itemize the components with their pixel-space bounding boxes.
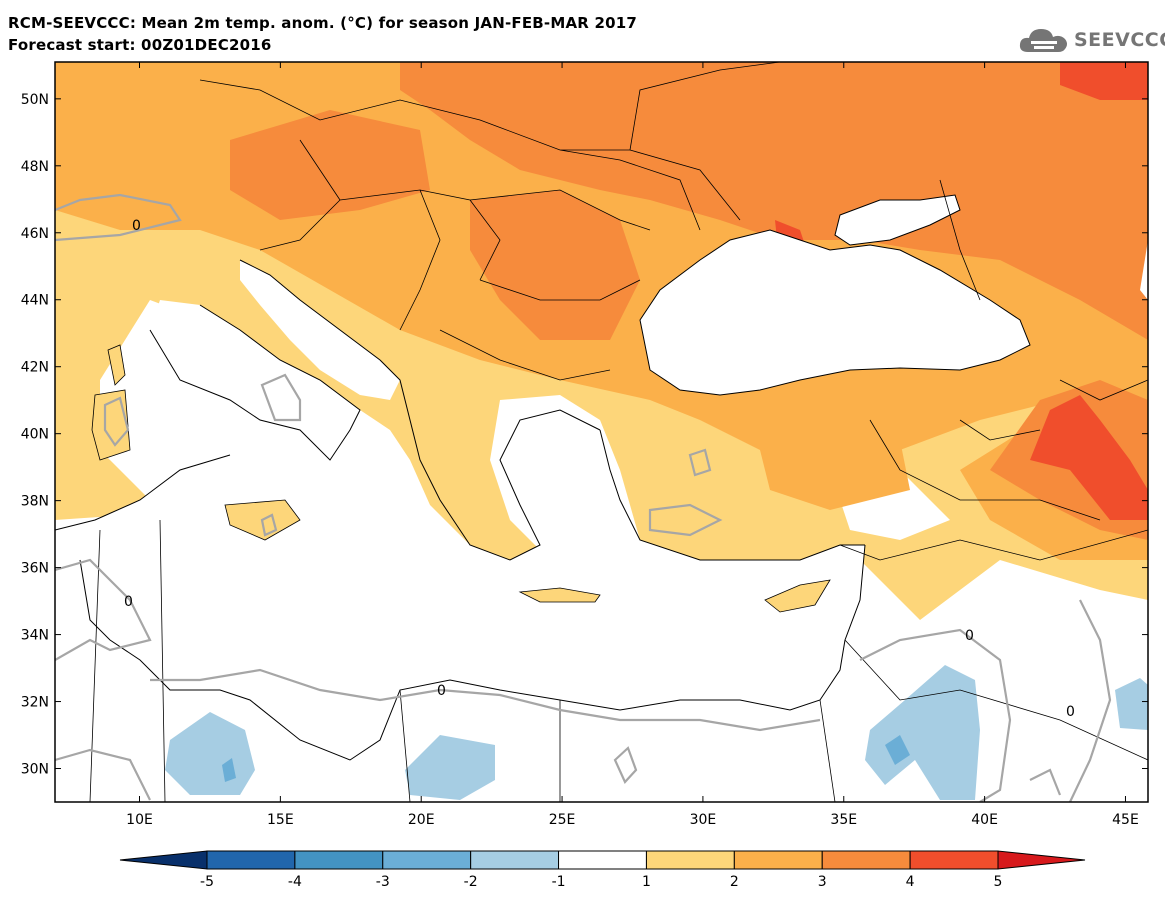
anomaly-3-4-region-central-europe [230, 110, 430, 220]
lon-tick-label: 15E [267, 812, 294, 828]
negative-anomaly-core-libya [222, 758, 236, 782]
colorbar-swatch [206, 850, 296, 870]
lat-tick-label: 44N [21, 293, 49, 309]
colorbar-tick-label: 3 [818, 874, 827, 890]
cloud-icon [1019, 29, 1067, 52]
lon-tick-label: 30E [690, 812, 717, 828]
contour-label-west: 0 [124, 594, 133, 610]
anomaly-3-4-region-balkans [470, 190, 640, 340]
logo-text: SEEVCCC [1074, 29, 1165, 51]
coastline-azov [834, 194, 961, 246]
colorbar-tick-label: 2 [730, 874, 739, 890]
lat-tick-label: 38N [21, 494, 49, 510]
lat-tick-label: 42N [21, 360, 49, 376]
coastline-turkey [599, 429, 865, 561]
colorbar-swatch [470, 850, 560, 870]
colorbar: -5 -4 -3 -2 -1 1 2 3 4 5 [119, 850, 1086, 890]
map-title: RCM-SEEVCCC: Mean 2m temp. anom. (°C) fo… [8, 14, 637, 32]
colorbar-tick-label: 4 [906, 874, 915, 890]
anomaly-3-4-region [400, 62, 1148, 340]
lon-tick-label: 20E [408, 812, 435, 828]
contour-label-jordan: 0 [965, 628, 974, 644]
island-crete [518, 587, 601, 603]
colorbar-swatch [645, 850, 735, 870]
colorbar-tick-label: -2 [464, 874, 478, 890]
colorbar-tick-label: -3 [376, 874, 390, 890]
anomaly-4-5-region-caucasus [1030, 395, 1148, 520]
lat-tick-label: 36N [21, 561, 49, 577]
contour-label-libya: 0 [437, 683, 446, 699]
country-borders [89, 62, 1148, 802]
colorbar-swatch [909, 850, 999, 870]
colorbar-swatch [733, 850, 823, 870]
colorbar-tick-label: 1 [642, 874, 651, 890]
colorbar-swatch [382, 850, 472, 870]
map-area: 0 0 0 0 0 [55, 62, 1148, 802]
coastline-balkans-greece [239, 259, 601, 561]
contour-label-east: 0 [1066, 704, 1075, 720]
adriatic-sea [240, 260, 400, 400]
longitude-axis: 10E 15E 20E 25E 30E 35E 40E 45E [126, 62, 1139, 828]
lat-tick-label: 50N [21, 92, 49, 108]
lat-tick-label: 32N [21, 695, 49, 711]
sea-of-azov [835, 195, 960, 245]
island-corsica [107, 344, 126, 386]
black-sea [640, 230, 1030, 395]
lat-tick-label: 46N [21, 226, 49, 242]
mediterranean-sea [55, 300, 865, 760]
anomaly-4-5-region-northeast [1060, 62, 1148, 100]
colorbar-swatch [558, 850, 647, 870]
forecast-start-label: Forecast start: 00Z01DEC2016 [8, 36, 272, 54]
island-sardinia [91, 389, 131, 461]
lat-tick-label: 40N [21, 427, 49, 443]
zero-contour-lines [55, 193, 1112, 802]
negative-anomaly-region-east [1115, 678, 1148, 730]
lat-tick-label: 34N [21, 628, 49, 644]
colorbar-swatch-min [119, 850, 208, 870]
coastline-italy [149, 304, 361, 461]
lon-tick-label: 45E [1112, 812, 1139, 828]
negative-anomaly-core-arabia [885, 735, 910, 765]
lon-tick-label: 35E [830, 812, 857, 828]
lon-tick-label: 40E [971, 812, 998, 828]
lat-tick-label: 48N [21, 159, 49, 175]
colorbar-tick-label: -4 [288, 874, 302, 890]
latitude-axis: 50N 48N 46N 44N 42N 40N 38N 36N 34N 32N 30N [21, 92, 1148, 778]
colorbar-tick-label: 5 [994, 874, 1003, 890]
seevccc-logo: SEEVCCC [1018, 22, 1165, 58]
colorbar-swatch-max [997, 850, 1086, 870]
negative-anomaly-region-egypt [405, 735, 495, 800]
colorbar-tick-label: -1 [552, 874, 566, 890]
negative-anomaly-region-arabia [865, 665, 980, 800]
caspian-edge [1140, 240, 1148, 300]
colorbar-swatch [821, 850, 911, 870]
coastline-black-sea [639, 229, 1031, 396]
aegean-sea [490, 395, 640, 560]
contour-label-north: 0 [132, 218, 141, 234]
lon-tick-label: 10E [126, 812, 153, 828]
lat-tick-label: 30N [21, 762, 49, 778]
lon-tick-label: 25E [549, 812, 576, 828]
map-frame [54, 61, 1149, 803]
colorbar-tick-label: -5 [200, 874, 214, 890]
island-cyprus [764, 579, 831, 613]
anomaly-2-3-region-anatolia [760, 430, 910, 510]
colorbar-swatch [294, 850, 384, 870]
